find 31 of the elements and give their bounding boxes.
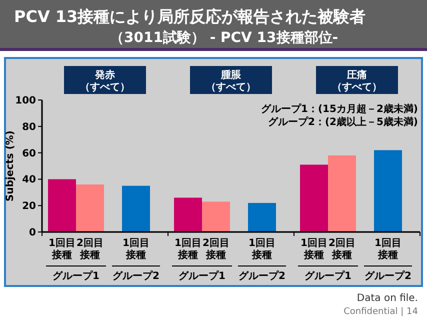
text: Data on file.	[356, 293, 418, 304]
annotation: グループ1：(15カ月超－2歳未満)	[261, 103, 418, 115]
text: グループ1	[178, 270, 226, 282]
text: グループ2	[238, 270, 286, 282]
x-tick-label: 2回目接種	[328, 238, 356, 261]
chart-subtitle: （3011試験） - PCV 13接種部位-	[110, 29, 338, 46]
text: 発赤（すべて）	[80, 69, 130, 93]
text: 腫脹（すべて）	[206, 69, 256, 93]
x-tick-label: 2回目接種	[76, 238, 104, 261]
x-tick-label: 2回目接種	[202, 238, 230, 261]
x-tick-label: 1回目接種	[248, 238, 276, 261]
text: グループ1	[52, 270, 100, 282]
text: グループ2	[364, 270, 412, 282]
text: Confidential | 14	[344, 307, 418, 317]
x-tick-label: 1回目接種	[122, 238, 150, 261]
x-tick-label: 1回目接種	[374, 238, 402, 261]
x-tick-label: 1回目接種	[174, 238, 202, 261]
y-axis-title: Subjects (%)	[5, 130, 16, 202]
x-tick-label: 1回目接種	[300, 238, 328, 261]
y-tick-label: 80	[22, 122, 36, 133]
text: 圧痛（すべて）	[332, 69, 382, 93]
y-tick-label: 100	[15, 96, 36, 106]
y-tick-label: 40	[22, 174, 36, 186]
y-tick-label: 60	[22, 148, 36, 160]
chart-title: PCV 13接種により局所反応が報告された被験者	[14, 7, 366, 26]
y-tick-label: 20	[22, 201, 36, 212]
text: グループ2	[112, 270, 160, 282]
annotation: グループ2：(2歳以上－5歳未満)	[268, 116, 418, 128]
y-tick-label: 0	[29, 228, 36, 238]
x-tick-label: 1回目接種	[48, 238, 76, 261]
text: グループ1	[304, 270, 352, 282]
